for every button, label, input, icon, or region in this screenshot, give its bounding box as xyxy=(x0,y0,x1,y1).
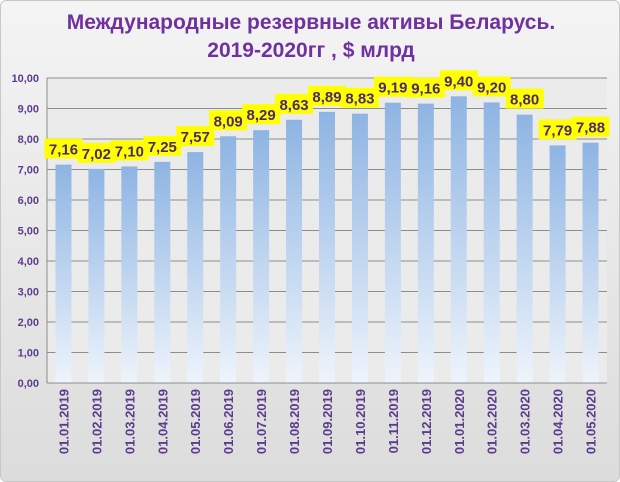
data-label-bg xyxy=(538,119,577,140)
bar xyxy=(417,103,434,384)
data-label: 7,16 xyxy=(49,142,78,159)
data-label-bg xyxy=(340,87,379,108)
bar xyxy=(582,142,599,383)
x-tick-label: 01.03.2019 xyxy=(122,389,137,454)
bar xyxy=(450,96,467,384)
x-tick-label: 01.03.2020 xyxy=(518,389,533,454)
data-label: 9,16 xyxy=(411,81,440,98)
y-tick-label: 8,00 xyxy=(18,134,39,146)
bar xyxy=(549,145,566,383)
y-tick-label: 4,00 xyxy=(18,256,39,268)
data-label-bg xyxy=(571,116,610,137)
data-label-bg xyxy=(77,142,116,163)
data-label: 7,25 xyxy=(148,139,177,156)
x-tick-label: 01.01.2020 xyxy=(452,389,467,454)
data-label: 9,19 xyxy=(378,80,407,97)
data-label: 8,63 xyxy=(279,97,308,114)
data-label: 7,88 xyxy=(576,120,605,137)
bar xyxy=(88,168,105,383)
data-label-bg xyxy=(472,76,511,97)
x-tick-label: 01.05.2019 xyxy=(188,389,203,454)
x-tick-label: 01.06.2019 xyxy=(221,389,236,454)
data-label: 8,80 xyxy=(510,92,539,109)
data-label: 8,29 xyxy=(247,107,276,124)
y-tick-label: 10,00 xyxy=(11,73,39,85)
x-tick-label: 01.04.2020 xyxy=(551,389,566,454)
x-tick-label: 01.05.2020 xyxy=(584,389,599,454)
x-tick-label: 01.04.2019 xyxy=(155,389,170,454)
data-label-bg xyxy=(308,85,346,106)
bar xyxy=(351,113,368,383)
bar xyxy=(253,130,270,383)
y-tick-label: 0,00 xyxy=(18,378,39,390)
y-tick-label: 2,00 xyxy=(18,317,39,329)
bar xyxy=(516,114,533,383)
data-label-bg xyxy=(505,88,544,109)
bar xyxy=(220,136,237,383)
y-tick-label: 7,00 xyxy=(18,165,39,177)
bar xyxy=(55,164,72,383)
chart-title: Международные резервные активы Беларусь.… xyxy=(1,9,619,65)
data-label: 9,20 xyxy=(477,79,506,96)
data-label-bg xyxy=(275,93,314,114)
x-tick-label: 01.12.2019 xyxy=(419,389,434,454)
bar xyxy=(187,152,204,383)
chart-title-line2: 2019-2020гг , $ млрд xyxy=(207,39,415,62)
chart-title-line1: Международные резервные активы Беларусь. xyxy=(66,11,556,34)
y-tick-label: 1,00 xyxy=(18,348,39,360)
data-label-bg xyxy=(44,138,83,159)
y-tick-label: 5,00 xyxy=(18,226,39,238)
data-label: 8,09 xyxy=(214,113,243,130)
bar xyxy=(483,102,500,384)
x-tick-label: 01.08.2019 xyxy=(287,389,302,454)
data-label: 7,10 xyxy=(115,143,144,160)
data-label-bg xyxy=(176,126,215,147)
data-label-bg xyxy=(373,76,412,97)
data-label-bg xyxy=(242,104,281,125)
bar xyxy=(121,166,138,383)
x-tick-label: 01.02.2019 xyxy=(89,389,104,454)
bar xyxy=(384,102,401,383)
data-label-bg xyxy=(110,140,149,161)
data-label-bg xyxy=(143,135,182,156)
bar xyxy=(319,111,335,383)
x-tick-label: 01.07.2019 xyxy=(254,389,269,454)
x-tick-label: 01.02.2020 xyxy=(485,389,500,454)
y-tick-label: 3,00 xyxy=(18,287,39,299)
data-label: 7,57 xyxy=(181,129,210,146)
data-label: 8,83 xyxy=(345,91,374,108)
data-label-bg xyxy=(406,77,445,98)
x-tick-label: 01.10.2019 xyxy=(353,389,368,454)
data-label: 7,79 xyxy=(543,122,572,139)
bar xyxy=(286,119,303,383)
data-label-bg xyxy=(209,110,248,131)
data-label-bg xyxy=(439,70,478,91)
data-label: 7,02 xyxy=(82,146,111,163)
x-tick-label: 01.11.2019 xyxy=(386,389,401,453)
y-tick-label: 6,00 xyxy=(18,195,39,207)
bar xyxy=(154,161,171,383)
x-tick-label: 01.09.2019 xyxy=(320,389,335,454)
data-label: 8,89 xyxy=(312,89,341,106)
x-tick-label: 01.01.2019 xyxy=(56,389,71,454)
y-tick-label: 9,00 xyxy=(18,104,39,116)
data-label: 9,40 xyxy=(444,73,473,90)
